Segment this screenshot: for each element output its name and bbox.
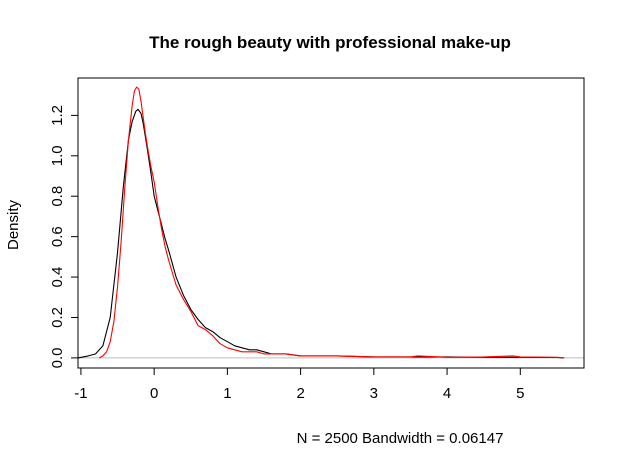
y-axis-label: Density [5,199,22,250]
x-axis-label: N = 2500 Bandwidth = 0.06147 [297,430,504,447]
plot-frame [77,77,585,369]
x-tick-label: 4 [443,385,451,402]
y-tick-label: 0.8 [49,186,66,207]
y-tick-label: 0.2 [49,307,66,328]
chart-title: The rough beauty with professional make-… [149,33,511,52]
y-tick-label: 0.6 [49,226,66,247]
density-line-2 [98,86,565,359]
y-axis: 0.0 0.2 0.4 0.6 0.8 1.0 1.2 [49,105,79,368]
density-line-1 [77,108,565,359]
x-tick-label: 0 [150,385,158,402]
x-axis: -1 0 1 2 3 4 5 [74,367,524,402]
y-tick-label: 0.0 [49,347,66,368]
x-tick-label: 1 [223,385,231,402]
x-tick-label: -1 [74,385,87,402]
series-layer [77,86,565,359]
x-tick-label: 3 [370,385,378,402]
y-tick-label: 1.2 [49,105,66,126]
y-tick-label: 0.4 [49,267,66,288]
x-tick-label: 2 [296,385,304,402]
x-tick-label: 5 [516,385,524,402]
y-tick-label: 1.0 [49,145,66,166]
